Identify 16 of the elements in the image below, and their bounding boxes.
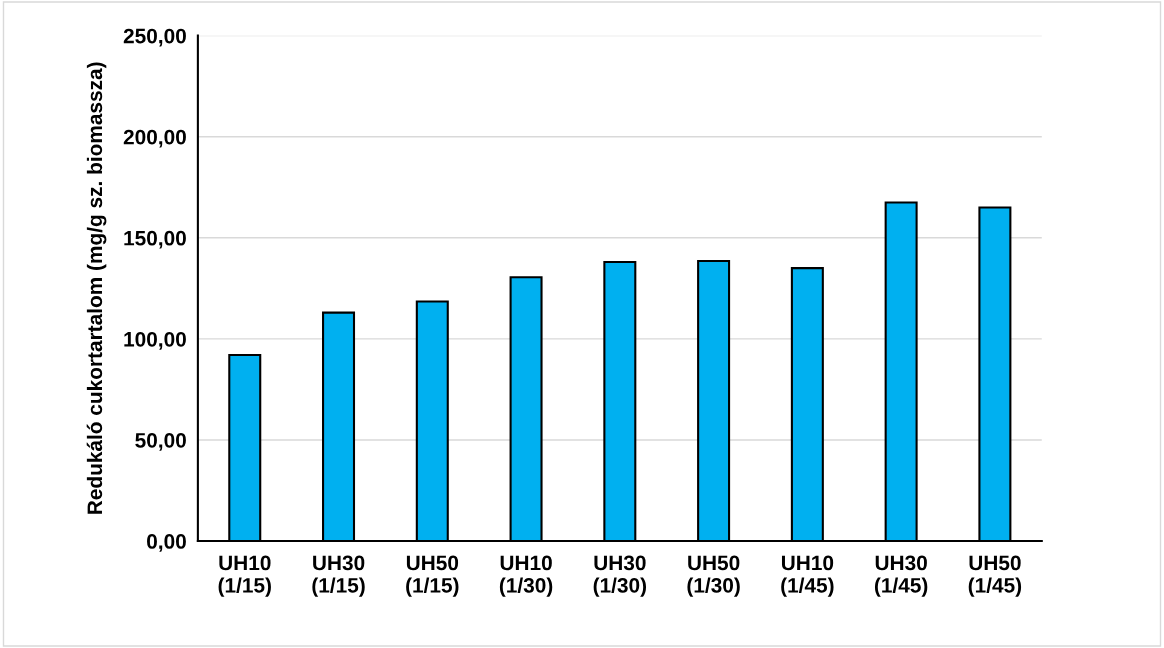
x-tick-label: UH10 (1/45) <box>781 555 834 597</box>
x-tick-label: UH50 (1/45) <box>968 555 1022 597</box>
x-tick-label: UH30 (1/45) <box>874 555 928 597</box>
y-tick-label: 150,00 <box>124 230 186 249</box>
y-axis-title: Redukáló cukortartalom (mg/g sz. biomassza) <box>86 62 107 514</box>
x-tick-label: UH50 (1/30) <box>687 555 740 597</box>
x-tick-label: UH10 (1/30) <box>499 555 553 597</box>
y-tick-label: 200,00 <box>123 129 186 148</box>
y-tick-label: 0,00 <box>147 534 186 552</box>
y-tick-label: 50,00 <box>135 432 186 451</box>
x-tick-label: UH30 (1/15) <box>312 555 365 597</box>
y-tick-label: 250,00 <box>123 28 186 47</box>
y-tick-label: 100,00 <box>124 331 186 350</box>
x-tick-label: UH10 (1/15) <box>218 555 271 597</box>
x-tick-label: UH50 (1/15) <box>406 555 459 597</box>
x-tick-label: UH30 (1/30) <box>593 555 647 597</box>
